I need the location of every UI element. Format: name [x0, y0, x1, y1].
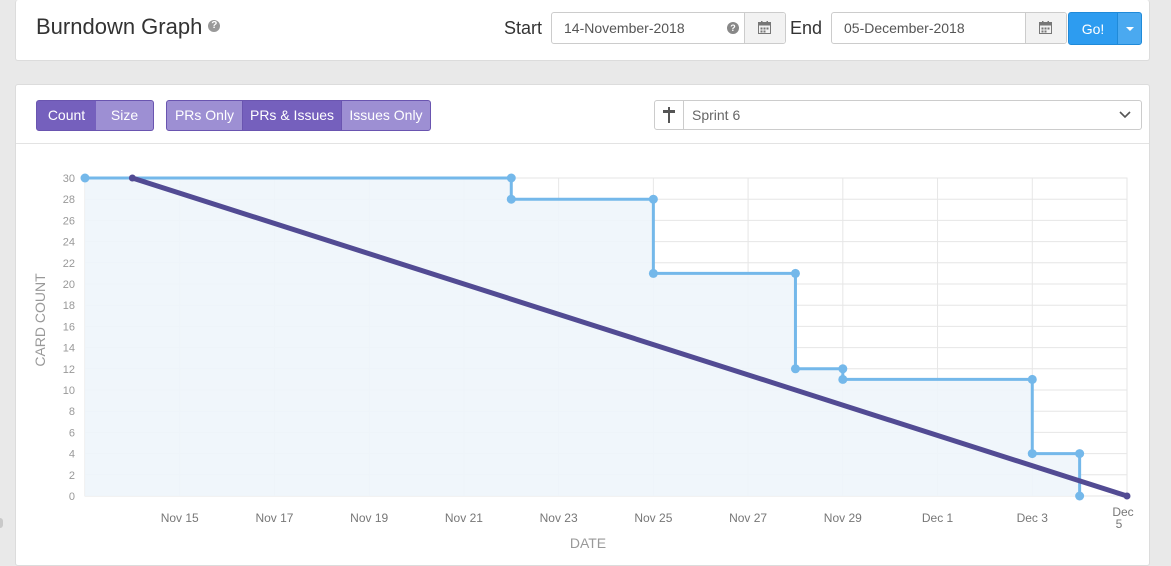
ideal-point[interactable]: [128, 174, 136, 182]
x-axis-label: DATE: [570, 535, 606, 551]
x-tick-label: Dec 5: [1112, 505, 1133, 531]
y-tick-label: 2: [69, 470, 75, 482]
sprint-label: Sprint 6: [692, 107, 741, 123]
y-tick-label: 12: [63, 364, 75, 376]
actual-point[interactable]: [648, 268, 658, 278]
chart-points: [80, 173, 1131, 501]
y-tick-label: 18: [63, 300, 75, 312]
actual-point[interactable]: [1027, 449, 1037, 459]
end-date-field[interactable]: [831, 12, 1067, 44]
y-tick-label: 20: [63, 279, 75, 291]
actual-point[interactable]: [838, 374, 848, 384]
page-title-text: Burndown Graph: [36, 14, 203, 39]
sprint-select[interactable]: Sprint 6: [654, 100, 1142, 130]
actual-point[interactable]: [790, 364, 800, 374]
x-tick-label: Nov 25: [634, 511, 672, 525]
chevron-down-icon: [1119, 111, 1131, 119]
ideal-line: [129, 175, 1130, 499]
actual-point[interactable]: [506, 194, 516, 204]
x-tick-label: Nov 17: [255, 511, 293, 525]
y-tick-label: 4: [69, 449, 75, 461]
calendar-icon: [758, 21, 771, 34]
y-tick-label: 26: [63, 215, 75, 227]
question-icon[interactable]: ?: [727, 22, 739, 34]
milestone-icon-box: [655, 101, 684, 129]
chart-areas: [85, 178, 1080, 496]
prs-only-button[interactable]: PRs Only: [166, 100, 243, 131]
actual-point[interactable]: [838, 364, 848, 374]
y-tick-label: 14: [63, 343, 75, 355]
y-tick-label: 6: [69, 427, 75, 439]
end-label: End: [790, 18, 823, 38]
start-date-field[interactable]: ?: [551, 12, 786, 44]
actual-point[interactable]: [506, 173, 516, 183]
y-tick-label: 28: [63, 194, 75, 206]
actual-point[interactable]: [790, 268, 800, 278]
issues-only-button[interactable]: Issues Only: [341, 100, 431, 131]
x-tick-label: Nov 27: [729, 511, 767, 525]
y-tick-label: 16: [63, 321, 75, 333]
page-title: Burndown Graph?: [36, 14, 221, 40]
actual-point[interactable]: [1075, 449, 1085, 459]
y-tick-label: 24: [63, 237, 75, 249]
y-tick-label: 30: [63, 173, 75, 185]
x-tick-label: Nov 15: [161, 511, 199, 525]
ideal-point[interactable]: [1123, 492, 1131, 500]
y-tick-label: 0: [69, 491, 75, 503]
start-calendar-button[interactable]: [744, 13, 785, 43]
end-calendar-button[interactable]: [1025, 13, 1066, 43]
x-tick-label: Nov 23: [540, 511, 578, 525]
calendar-icon: [1039, 21, 1052, 34]
end-date-input[interactable]: [832, 13, 994, 43]
x-tick-label: Nov 29: [824, 511, 862, 525]
actual-point[interactable]: [1027, 374, 1037, 384]
x-tick-label: Dec 1: [922, 511, 954, 525]
caret-down-icon: [1126, 27, 1134, 31]
x-tick-label: Dec 3: [1017, 511, 1049, 525]
actual-point[interactable]: [648, 194, 658, 204]
x-tick-label: Nov 21: [445, 511, 483, 525]
chart-toolbar: Count Size PRs Only PRs & Issues Issues …: [16, 85, 1149, 144]
scroll-handle[interactable]: [0, 518, 3, 528]
count-button[interactable]: Count: [36, 100, 97, 131]
go-dropdown-button[interactable]: [1117, 12, 1142, 45]
actual-area: [85, 178, 1080, 496]
y-tick-label: 10: [63, 385, 75, 397]
start-label: Start: [504, 18, 543, 38]
start-date-input[interactable]: [552, 13, 714, 43]
help-icon[interactable]: ?: [208, 20, 221, 33]
actual-point[interactable]: [80, 173, 90, 183]
go-button[interactable]: Go!: [1068, 12, 1118, 45]
y-axis-label: CARD COUNT: [32, 273, 48, 367]
y-tick-label: 22: [63, 258, 75, 270]
x-axis-ticks: Nov 15 Nov 17 Nov 19 Nov 21 Nov 23 Nov 25 Nov …: [161, 505, 1134, 531]
prs-issues-button[interactable]: PRs & Issues: [242, 100, 342, 131]
header-card: Burndown Graph? Start ? End: [15, 0, 1150, 61]
x-tick-label: Nov 19: [350, 511, 388, 525]
size-button[interactable]: Size: [96, 100, 154, 131]
y-tick-label: 8: [69, 406, 75, 418]
milestone-icon: [663, 107, 675, 123]
actual-point[interactable]: [1075, 491, 1085, 501]
